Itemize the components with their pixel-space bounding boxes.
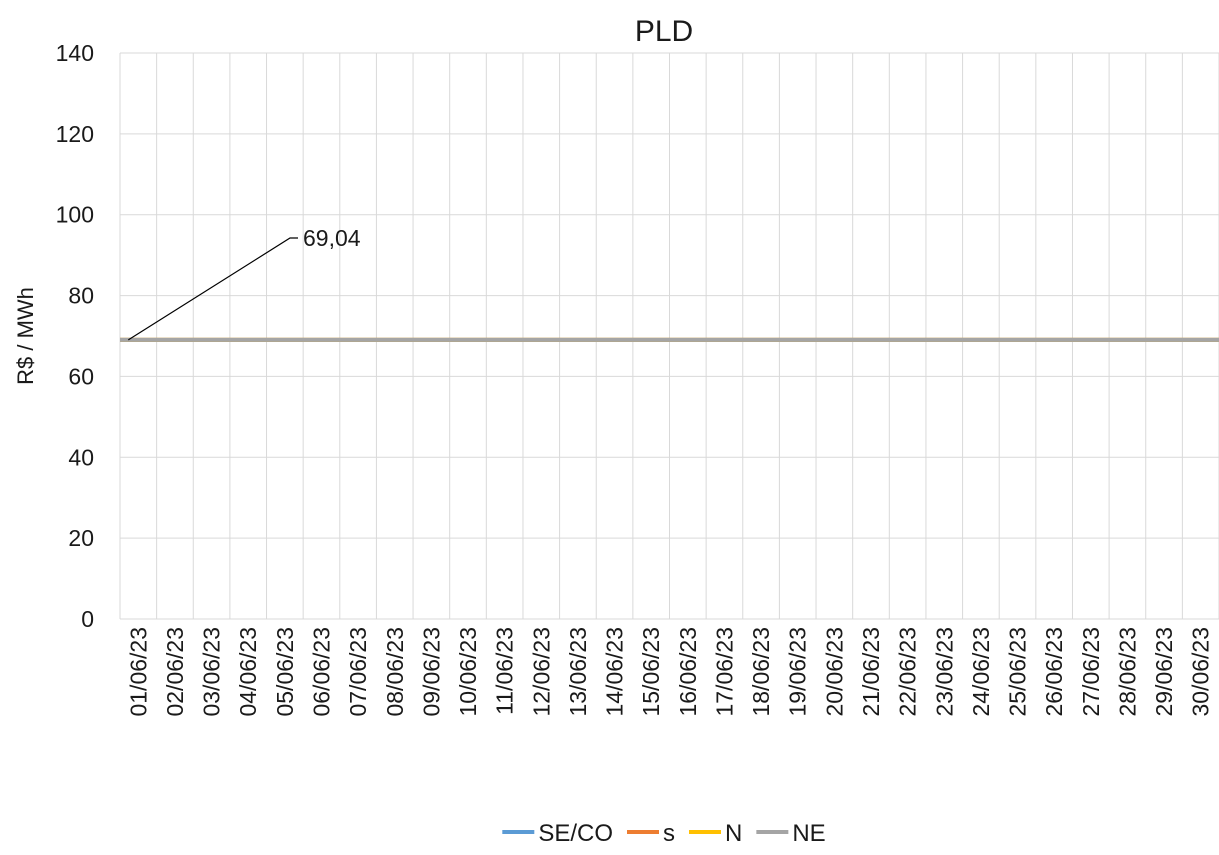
x-tick-label: 02/06/23	[162, 627, 188, 717]
data-labels: 69,04	[127, 225, 361, 341]
x-tick-label: 10/06/23	[455, 627, 481, 717]
legend-item: N	[689, 820, 742, 847]
x-tick-label: 26/06/23	[1041, 627, 1067, 717]
y-axis-label: R$ / MWh	[13, 287, 38, 385]
legend-item: SE/CO	[502, 820, 613, 847]
x-tick-label: 15/06/23	[638, 627, 664, 717]
legend-item: NE	[756, 820, 826, 847]
x-tick-label: 03/06/23	[199, 627, 225, 717]
y-tick-label: 120	[56, 121, 94, 147]
x-tick-label: 09/06/23	[418, 627, 444, 717]
y-tick-label: 40	[68, 444, 94, 470]
x-tick-label: 04/06/23	[235, 627, 261, 717]
x-tick-label: 14/06/23	[602, 627, 628, 717]
y-tick-label: 100	[56, 202, 94, 228]
legend: SE/CO s N NE	[502, 820, 826, 847]
x-axis-ticks: 01/06/23 02/06/23 03/06/23 04/06/23 05/06/23…	[125, 627, 1213, 717]
x-tick-label: 08/06/23	[382, 627, 408, 717]
legend-label: N	[725, 820, 742, 847]
legend-label: s	[663, 820, 675, 847]
x-tick-label: 28/06/23	[1114, 627, 1140, 717]
x-tick-label: 06/06/23	[308, 627, 334, 717]
x-tick-label: 11/06/23	[492, 627, 518, 715]
x-tick-label: 22/06/23	[895, 627, 921, 717]
x-tick-label: 30/06/23	[1188, 627, 1214, 717]
x-tick-label: 20/06/23	[821, 627, 847, 717]
x-tick-label: 12/06/23	[528, 627, 554, 717]
legend-label: NE	[792, 820, 825, 847]
y-axis-ticks: 0 20 40 60 80 100 120 140	[56, 40, 94, 632]
x-tick-label: 19/06/23	[785, 627, 811, 717]
x-tick-label: 27/06/23	[1078, 627, 1104, 717]
x-tick-label: 21/06/23	[858, 627, 884, 717]
x-tick-label: 24/06/23	[968, 627, 994, 717]
x-tick-label: 13/06/23	[565, 627, 591, 717]
legend-item: s	[627, 820, 675, 847]
y-tick-label: 0	[81, 606, 94, 632]
x-tick-label: 23/06/23	[931, 627, 957, 717]
y-tick-label: 140	[56, 40, 94, 66]
x-tick-label: 01/06/23	[125, 627, 151, 717]
x-tick-label: 18/06/23	[748, 627, 774, 717]
gridlines	[119, 52, 1219, 620]
data-label-leader	[127, 237, 298, 341]
y-tick-label: 80	[68, 283, 94, 309]
legend-label: SE/CO	[538, 820, 613, 847]
x-tick-label: 29/06/23	[1151, 627, 1177, 717]
x-tick-label: 05/06/23	[272, 627, 298, 717]
x-tick-label: 17/06/23	[711, 627, 737, 717]
y-tick-label: 20	[68, 525, 94, 551]
x-tick-label: 16/06/23	[675, 627, 701, 717]
x-tick-label: 07/06/23	[345, 627, 371, 717]
chart-title: PLD	[635, 15, 693, 48]
x-tick-label: 25/06/23	[1005, 627, 1031, 717]
data-label: 69,04	[303, 225, 361, 251]
y-tick-label: 60	[68, 363, 94, 389]
